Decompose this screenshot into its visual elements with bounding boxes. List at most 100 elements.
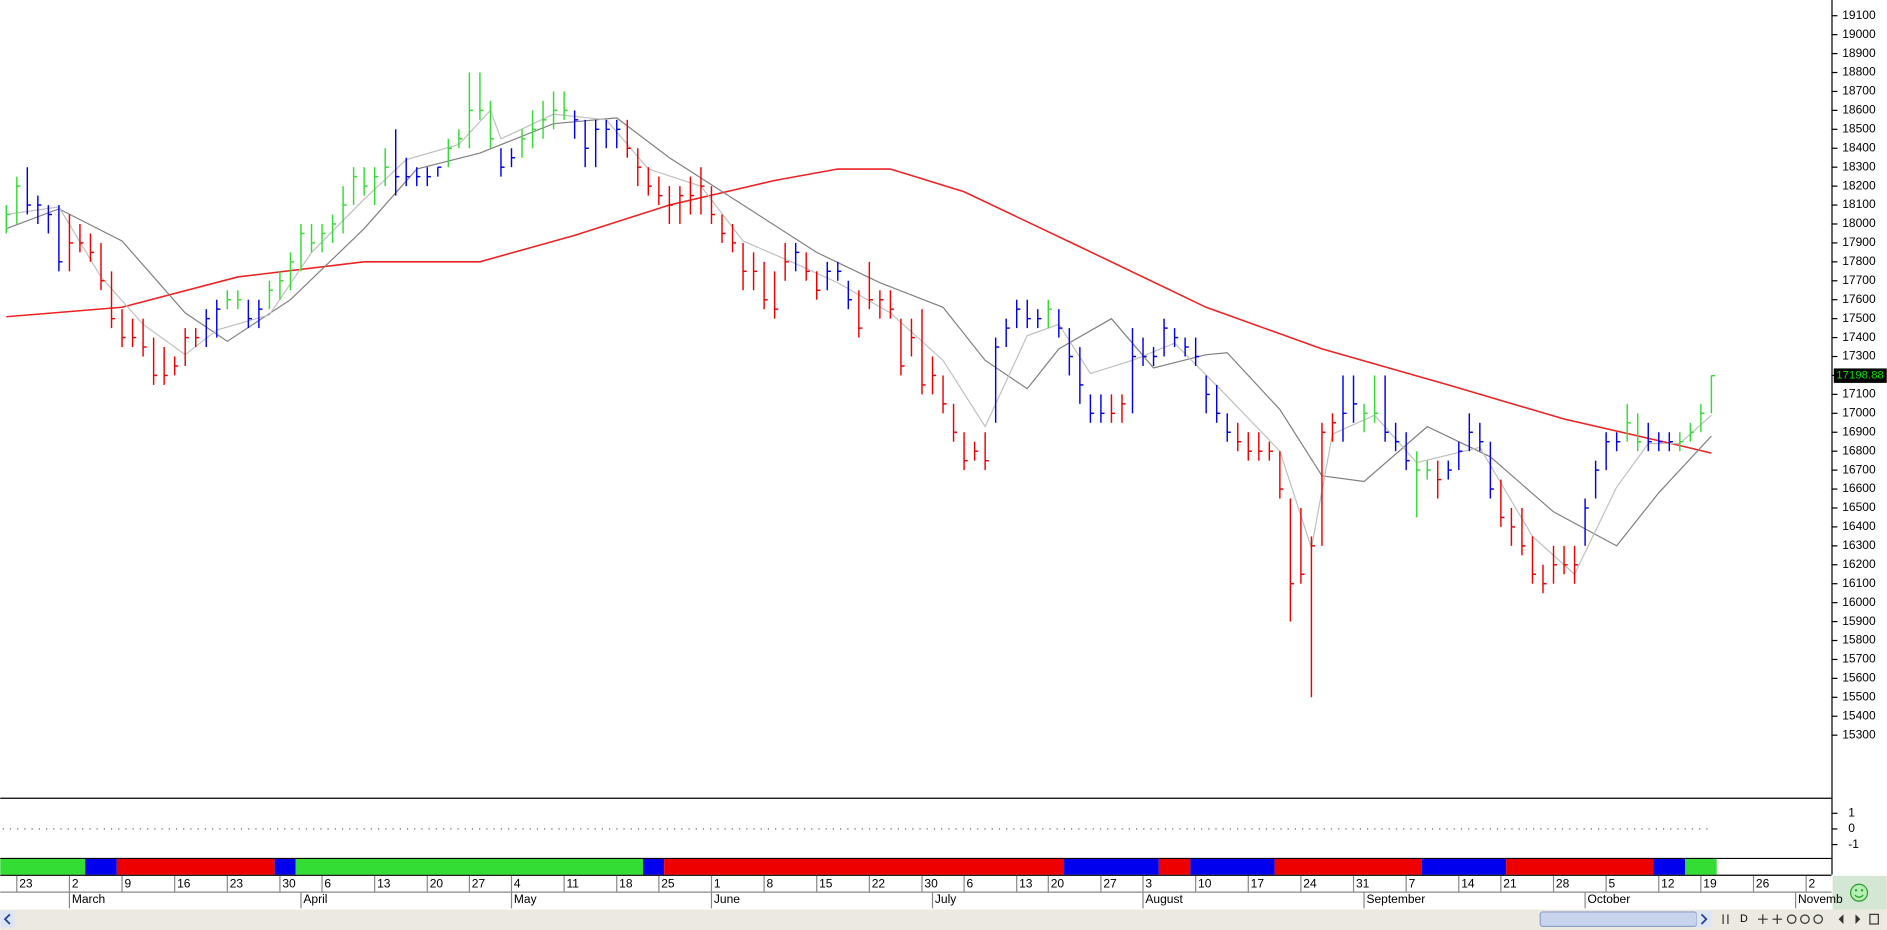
y-tick-label: 18700	[1842, 84, 1876, 98]
x-tick-label: 12	[1661, 876, 1675, 890]
y-tick-label: 18500	[1842, 121, 1876, 135]
moving-average-line	[6, 168, 1712, 454]
y-tick-label: 17800	[1842, 254, 1876, 268]
month-tick-label: July	[935, 892, 956, 906]
month-tick-label: May	[514, 892, 537, 906]
band-segment	[664, 859, 1065, 875]
smiley-button[interactable]	[1850, 883, 1869, 902]
x-tick-label: 10	[1198, 876, 1212, 890]
x-tick-label: 2	[1809, 876, 1816, 890]
y-tick-label: 16400	[1842, 519, 1876, 533]
x-tick-label: 30	[282, 876, 296, 890]
y-tick-label: 16300	[1842, 538, 1876, 552]
band-segment	[116, 859, 275, 875]
y-tick-label: 16100	[1842, 576, 1876, 590]
y-tick-label: 17100	[1842, 387, 1876, 401]
x-tick-label: 23	[19, 876, 33, 890]
x-tick-label: 15	[819, 876, 833, 890]
y-tick-label: 17900	[1842, 235, 1876, 249]
x-tick-label: 31	[1356, 876, 1370, 890]
y-tick-label: 15300	[1842, 727, 1876, 741]
y-tick-label: 19100	[1842, 8, 1876, 22]
band-segment	[643, 859, 665, 875]
band-segment	[85, 859, 117, 875]
scroll-left-button[interactable]	[0, 910, 15, 928]
y-tick-label: 19000	[1842, 27, 1876, 41]
x-tick-label: 4	[514, 876, 521, 890]
y-tick-label: 18200	[1842, 178, 1876, 192]
band-segment	[1506, 859, 1654, 875]
scroll-right-button[interactable]	[1696, 910, 1712, 928]
y-tick-label: 15800	[1842, 633, 1876, 647]
x-tick-label: 30	[924, 876, 938, 890]
y-tick-label: 16200	[1842, 557, 1876, 571]
y-tick-label: 15700	[1842, 652, 1876, 666]
band-segment	[295, 859, 644, 875]
x-tick-label: 28	[1556, 876, 1570, 890]
band-segment	[1685, 859, 1717, 875]
month-tick-label: March	[72, 892, 105, 906]
y-tick-label: 15500	[1842, 689, 1876, 703]
x-tick-label: 27	[1103, 876, 1117, 890]
x-tick-label: 20	[1051, 876, 1065, 890]
x-tick-label: 6	[966, 876, 973, 890]
month-tick-label: Novemb	[1798, 892, 1843, 906]
x-tick-label: 8	[767, 876, 774, 890]
indicator-tick-label: 0	[1848, 821, 1855, 835]
x-tick-label: 2	[72, 876, 79, 890]
svg-text:D: D	[1740, 913, 1748, 925]
indicator-tick-label: -1	[1848, 837, 1859, 851]
last-price-box	[1833, 368, 1887, 383]
month-tick-label: September	[1366, 892, 1425, 906]
x-tick-label: 16	[177, 876, 191, 890]
y-tick-label: 18100	[1842, 197, 1876, 211]
month-tick-label: October	[1588, 892, 1631, 906]
y-tick-label: 17500	[1842, 311, 1876, 325]
x-tick-label: 24	[1303, 876, 1317, 890]
month-tick-label: April	[303, 892, 327, 906]
band-segment	[1064, 859, 1159, 875]
month-tick-label: June	[714, 892, 740, 906]
y-tick-label: 18800	[1842, 65, 1876, 79]
band-segment	[1274, 859, 1422, 875]
x-tick-label: 6	[324, 876, 331, 890]
x-tick-label: 11	[567, 876, 580, 890]
x-tick-label: 13	[377, 876, 391, 890]
x-tick-label: 3	[1145, 876, 1152, 890]
y-tick-label: 18600	[1842, 103, 1876, 117]
y-tick-label: 16800	[1842, 443, 1876, 457]
band-segment	[274, 859, 296, 875]
x-tick-label: 7	[1409, 876, 1416, 890]
x-tick-label: 26	[1756, 876, 1770, 890]
y-tick-label: 17000	[1842, 405, 1876, 419]
scrollbar-track	[0, 909, 1887, 930]
y-tick-label: 15400	[1842, 708, 1876, 722]
month-tick-label: August	[1145, 892, 1183, 906]
scrollbar-thumb[interactable]	[1539, 911, 1698, 927]
x-tick-label: 23	[230, 876, 244, 890]
band-segment	[1421, 859, 1507, 875]
price-panel	[5, 72, 1716, 698]
last-price-label: 17198.88	[1836, 370, 1884, 382]
x-tick-label: 25	[661, 876, 675, 890]
x-tick-label: 20	[430, 876, 444, 890]
y-tick-label: 18300	[1842, 159, 1876, 173]
y-tick-label: 18400	[1842, 140, 1876, 154]
y-tick-label: 18000	[1842, 216, 1876, 230]
indicator-tick-label: 1	[1848, 805, 1855, 819]
y-tick-label: 16000	[1842, 595, 1876, 609]
x-tick-label: 27	[472, 876, 486, 890]
x-tick-label: 17	[1251, 876, 1265, 890]
y-tick-label: 15900	[1842, 614, 1876, 628]
x-tick-label: 9	[124, 876, 131, 890]
y-tick-label: 17300	[1842, 349, 1876, 363]
y-tick-label: 16900	[1842, 424, 1876, 438]
x-tick-label: 13	[1019, 876, 1033, 890]
toolbar-icons[interactable]: D	[1722, 913, 1879, 925]
x-tick-label: 18	[619, 876, 633, 890]
band-segment	[1158, 859, 1191, 875]
moving-average-line	[6, 117, 1712, 547]
band-segment	[1190, 859, 1275, 875]
y-tick-label: 17700	[1842, 273, 1876, 287]
